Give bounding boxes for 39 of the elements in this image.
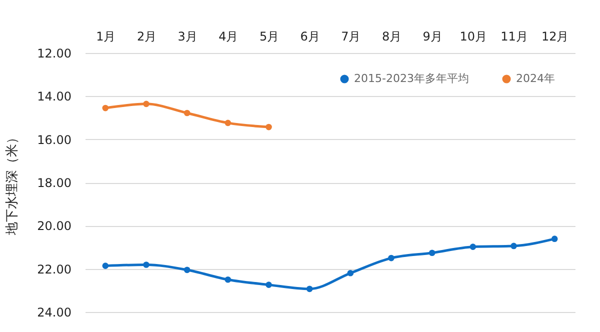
y-tick-label: 14.00 bbox=[37, 90, 72, 104]
y-tick-label: 20.00 bbox=[37, 219, 72, 234]
x-tick-label: 11月 bbox=[500, 30, 528, 44]
x-tick-label: 5月 bbox=[259, 30, 280, 44]
point bbox=[102, 262, 109, 269]
x-tick-label: 12月 bbox=[541, 30, 569, 44]
y-tick-label: 12.00 bbox=[37, 46, 72, 60]
point bbox=[266, 282, 272, 288]
point bbox=[102, 104, 109, 112]
x-tick-label: 9月 bbox=[422, 30, 442, 44]
y-tick-label: 16.00 bbox=[37, 132, 72, 147]
x-tick-label: 2月 bbox=[136, 30, 157, 44]
y-tick-label: 18.00 bbox=[37, 176, 72, 190]
point bbox=[388, 254, 394, 262]
x-tick-label: 10月 bbox=[460, 30, 488, 44]
point bbox=[347, 270, 354, 276]
y-tick-label: 24.00 bbox=[37, 306, 72, 320]
point bbox=[428, 250, 436, 256]
point bbox=[551, 236, 558, 242]
legend-label: 2024年 bbox=[516, 72, 555, 85]
y-axis-title: 地下水埋深（米） bbox=[5, 131, 20, 236]
x-tick-label: 4月 bbox=[218, 30, 238, 44]
legend-label: 2015-2023年多年平均 bbox=[354, 72, 469, 85]
point bbox=[143, 262, 150, 268]
point bbox=[224, 276, 232, 283]
point bbox=[184, 266, 190, 274]
point bbox=[184, 110, 190, 116]
point bbox=[510, 242, 517, 250]
x-tick-label: 1月 bbox=[96, 30, 116, 44]
x-tick-label: 7月 bbox=[341, 30, 361, 44]
point bbox=[266, 124, 272, 130]
x-tick-label: 6月 bbox=[300, 30, 320, 44]
point bbox=[143, 100, 150, 108]
y-tick-label: 22.00 bbox=[37, 262, 72, 276]
x-tick-label: 8月 bbox=[382, 30, 402, 44]
point bbox=[224, 120, 232, 126]
point bbox=[306, 286, 313, 292]
x-tick-label: 3月 bbox=[178, 30, 198, 44]
point bbox=[470, 244, 476, 250]
